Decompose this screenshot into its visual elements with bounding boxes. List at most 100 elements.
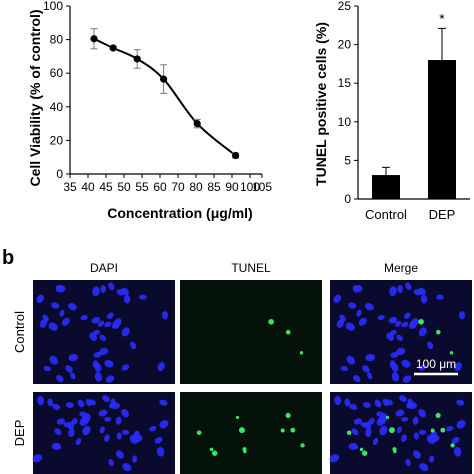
x-tick-label: 100 [240,180,260,194]
nucleus [396,426,402,434]
nucleus [99,426,105,434]
bar-y-tick-label: 20 [338,38,352,52]
nucleus [358,317,367,326]
nucleus [71,418,78,425]
nucleus [396,334,403,342]
significance-marker: * [439,10,445,26]
micrograph-dep-dapi [32,392,175,474]
y-tick-label: 100 [43,0,63,13]
nucleus [351,428,359,436]
bar-chart-ylabel: TUNEL positive cells (%) [313,22,329,186]
nucleus [367,372,373,380]
nucleus [379,425,388,436]
micrograph-dep-merge [329,392,472,474]
nucleus [372,438,379,446]
nucleus [353,418,362,425]
nucleus [47,398,54,407]
nucleus [389,286,397,297]
bar-y-tick-label: 25 [338,0,352,13]
tunel-positive-cell [242,447,247,452]
nucleus [348,302,357,309]
x-tick-label: 40 [81,180,95,194]
nucleus [121,364,130,371]
nucleus [413,289,422,296]
nucleus [100,285,106,293]
tunel-positive-cell [238,427,245,434]
nucleus [97,320,105,327]
nucleus [429,455,435,463]
data-point [232,151,240,160]
nucleus [92,286,100,297]
nucleus [85,398,92,407]
x-tick-label: 90 [225,180,239,194]
nucleus [405,458,411,467]
nucleus [362,365,370,373]
nucleus [59,309,65,317]
nucleus [345,322,355,331]
cell-viability-chart: Cell Viability (% of control) Concentrat… [27,0,272,221]
nucleus [80,315,88,321]
nucleus [346,355,356,365]
nucleus [394,320,402,327]
nucleus [94,372,103,382]
data-point [109,44,117,52]
tunel-positive-cell [209,447,214,452]
nucleus [401,359,411,368]
nucleus [418,364,427,371]
nucleus [456,420,466,429]
nucleus [418,429,427,435]
nucleus [420,294,428,304]
bar-y-tick-label: 0 [344,192,351,206]
x-tick-label: 70 [171,180,185,194]
nucleus [365,428,372,438]
nucleus [104,359,114,368]
nucleus [139,294,147,300]
line-chart-ylabel: Cell Viability (% of control) [27,9,43,186]
x-tick-label: 45 [99,180,113,194]
nucleus [161,310,169,320]
nucleus [99,334,106,342]
nucleus [105,375,115,383]
nucleus [42,314,49,322]
y-tick-label: 40 [50,100,64,114]
tunel-positive-cell [285,329,291,335]
nucleus [116,450,124,459]
nucleus [339,314,346,322]
nucleus [89,332,98,341]
data-point [193,120,201,128]
data-point [160,75,168,83]
nucleus [132,434,143,442]
nucleus [402,375,412,383]
nucleus [52,403,61,410]
nucleus [159,399,168,406]
tunel-positive-cell [440,427,446,433]
nucleus [454,362,462,372]
nucleus [51,443,61,450]
x-tick-label: 50 [117,180,131,194]
nucleus [104,321,112,328]
nucleus [406,401,414,409]
nucleus [388,316,398,324]
nucleus [429,434,440,442]
nucleus [82,425,91,436]
tunel-positive-cell [300,443,305,448]
nucleus [368,418,375,425]
tunel-positive-cell [361,450,368,456]
nucleus [115,416,122,425]
nucleus [377,315,385,321]
nucleus [344,398,351,407]
x-tick-label: 35 [63,180,77,194]
nucleus [65,402,74,408]
tunel-positive-cell [346,430,352,436]
nucleus [48,322,58,331]
nucleus [456,399,465,406]
tunel-positive-cell [449,351,454,355]
micrograph-grid: DAPI TUNEL Merge Control DEP 100 μm [12,261,472,474]
nucleus [329,454,340,463]
tunel-positive-cell [435,329,441,335]
nucleus [32,454,43,463]
nucleus [104,416,112,422]
tunel-positive-cell [450,443,455,448]
